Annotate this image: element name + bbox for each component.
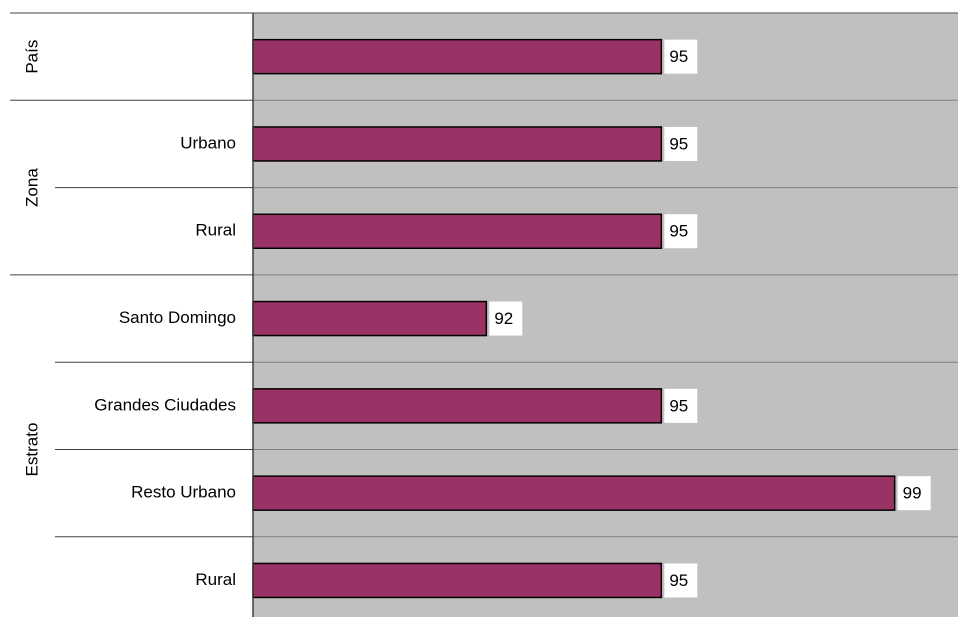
group-label: País [22,40,41,74]
value-label-box [664,126,698,161]
value-label: 99 [903,484,922,503]
category-label: Rural [195,570,236,589]
category-label: Resto Urbano [131,483,236,502]
value-label: 95 [669,571,688,590]
value-label-box [664,39,698,74]
value-label-box [664,214,698,249]
value-label-box [664,563,698,598]
value-label: 95 [669,47,688,66]
value-label: 95 [669,134,688,153]
bar [252,126,663,162]
bar [252,38,663,75]
group-label: Zona [22,168,41,207]
value-label-box [897,476,931,511]
category-label: Grandes Ciudades [94,395,236,414]
value-label-box [664,388,698,423]
bar [252,213,663,249]
category-label: Rural [195,221,236,240]
category-label: Santo Domingo [119,308,236,327]
value-label: 95 [669,396,688,415]
group-label: Estrato [22,423,41,477]
bar [252,300,488,337]
bar [252,388,663,424]
category-label: Urbano [180,133,236,152]
bar [252,562,663,599]
bar [252,475,896,511]
value-label: 95 [669,222,688,241]
value-label-box [489,301,523,336]
value-label: 92 [494,309,513,328]
